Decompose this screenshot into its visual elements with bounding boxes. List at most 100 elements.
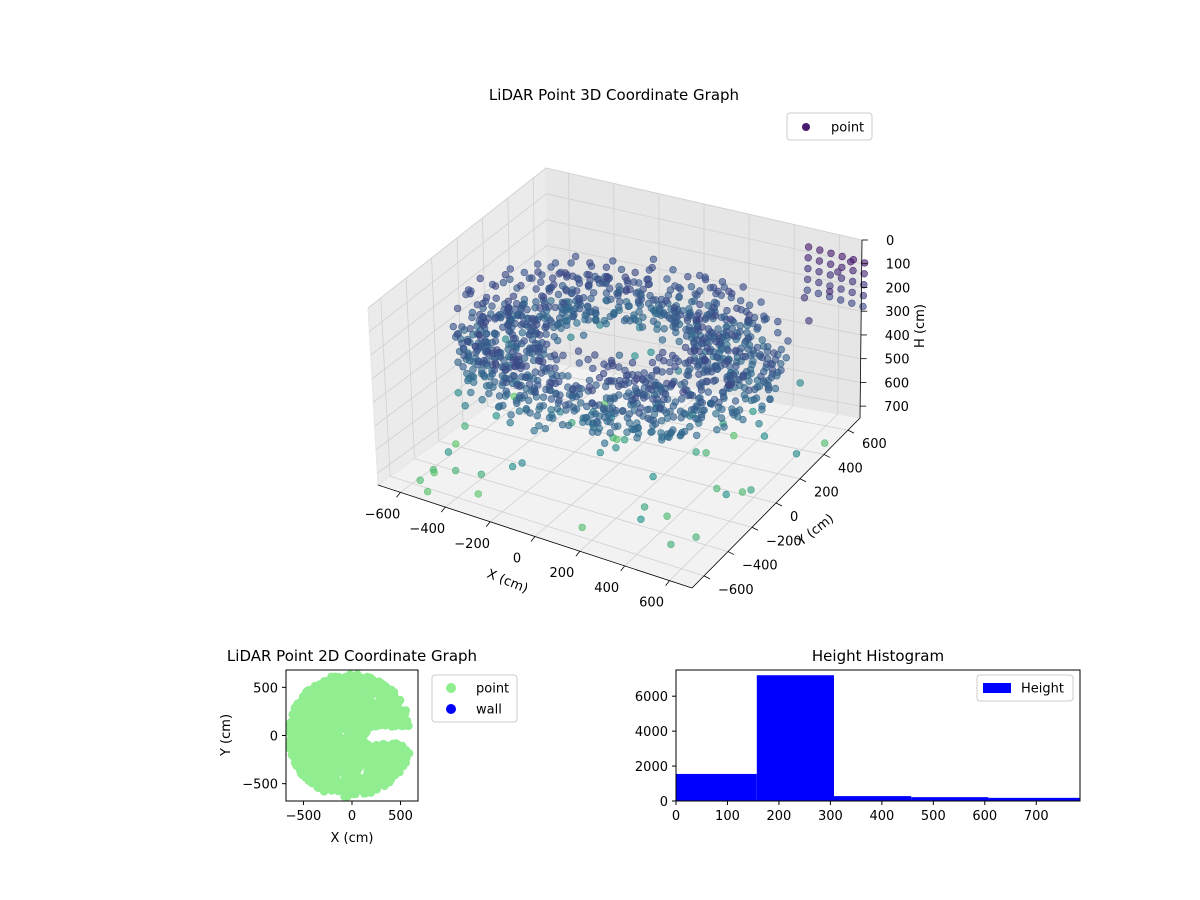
chart-3d-point xyxy=(492,361,500,369)
chart-histogram-legend-label: Height xyxy=(1021,682,1064,697)
chart-2d-point xyxy=(309,778,318,787)
chart-histogram-bar xyxy=(833,796,912,801)
chart-histogram-legend-swatch xyxy=(983,683,1011,693)
chart-2d-point xyxy=(358,759,368,769)
chart-3d-point xyxy=(539,402,547,410)
chart-histogram-y-tick-label: 0 xyxy=(660,795,668,810)
chart-2d-point xyxy=(290,704,300,713)
chart-2d-title: LiDAR Point 2D Coordinate Graph xyxy=(227,647,477,665)
chart-3d-point xyxy=(444,448,453,456)
chart-3d-gridline xyxy=(658,193,660,383)
chart-3d-point xyxy=(706,333,714,341)
chart-3d-point xyxy=(571,252,580,261)
chart-2d-point xyxy=(374,700,383,709)
chart-3d-point xyxy=(499,401,507,410)
chart-3d-point xyxy=(548,274,557,282)
chart-3d-point xyxy=(575,359,583,367)
chart-3d-gridline xyxy=(369,193,862,332)
chart-3d-point xyxy=(595,374,604,382)
chart-3d-point xyxy=(583,302,592,310)
chart-2d-point xyxy=(330,757,340,767)
chart-2d-point xyxy=(350,714,360,723)
chart-3d-point xyxy=(504,303,512,312)
chart-2d-point xyxy=(347,768,357,777)
chart-3d-point xyxy=(714,287,722,295)
chart-3d-point xyxy=(729,371,738,379)
chart-3d-point xyxy=(579,331,588,339)
chart-2d-point xyxy=(356,732,366,741)
chart-3d-point xyxy=(591,351,599,359)
chart-3d-point xyxy=(723,357,732,365)
chart-2d-point xyxy=(382,768,392,778)
chart-3d-point xyxy=(837,274,846,282)
chart-3d-point xyxy=(815,257,824,265)
chart-3d-point xyxy=(521,373,529,381)
chart-2d: LiDAR Point 2D Coordinate Graph −500 0 500… xyxy=(219,647,518,846)
chart-2d-point xyxy=(333,744,343,754)
chart-3d-point xyxy=(624,302,633,311)
chart-3d-point xyxy=(670,304,678,312)
chart-3d-point xyxy=(669,402,678,410)
chart-3d-point xyxy=(669,266,677,274)
chart-3d-point xyxy=(658,336,667,344)
chart-3d-gridline xyxy=(380,297,391,477)
chart-3d-point xyxy=(677,395,686,403)
chart-2d-point xyxy=(345,777,354,786)
chart-3d-y-tick xyxy=(703,575,711,580)
chart-3d-point xyxy=(570,407,578,415)
chart-3d-point xyxy=(502,378,511,386)
chart-3d-point xyxy=(518,361,526,370)
chart-2d-legend-point-label: point xyxy=(476,682,509,697)
chart-3d-point xyxy=(698,323,706,331)
chart-3d-point xyxy=(596,448,604,457)
chart-3d-point xyxy=(720,283,728,291)
chart-2d-point xyxy=(312,710,321,720)
chart-3d-point xyxy=(515,382,524,390)
chart-3d-point xyxy=(757,298,765,306)
chart-3d-point xyxy=(709,303,717,312)
chart-3d-y-tick xyxy=(775,502,783,507)
chart-2d-point xyxy=(286,727,295,736)
chart-3d-point xyxy=(542,330,550,338)
chart-3d-point xyxy=(534,381,542,389)
chart-3d-point xyxy=(584,281,593,290)
chart-3d-point xyxy=(518,459,526,467)
chart-3d-point xyxy=(848,277,857,286)
chart-3d-point xyxy=(488,302,496,310)
chart-3d-z-tick-label: 100 xyxy=(886,258,911,273)
chart-3d-point xyxy=(513,399,521,407)
chart-3d-x-tick xyxy=(485,521,491,528)
chart-histogram-y-tick-label: 4000 xyxy=(635,725,668,740)
chart-3d-point xyxy=(768,366,777,374)
chart-3d-y-tick xyxy=(799,478,807,483)
chart-3d-point xyxy=(782,354,790,362)
chart-3d-point xyxy=(615,351,624,359)
chart-3d-point xyxy=(804,243,813,251)
chart-2d-point xyxy=(362,742,371,752)
chart-2d-point xyxy=(339,724,348,734)
chart-3d-point xyxy=(803,286,811,294)
chart-3d-point xyxy=(589,289,598,297)
chart-3d-point xyxy=(803,275,812,284)
chart-2d-point xyxy=(371,715,380,724)
chart-3d-point xyxy=(718,388,727,396)
chart-3d-point xyxy=(600,413,609,422)
chart-3d-x-tick xyxy=(575,550,581,557)
chart-3d-point xyxy=(739,283,747,291)
chart-2d-point xyxy=(298,770,307,780)
chart-3d-z-tick-label: 500 xyxy=(885,353,910,368)
chart-3d-point xyxy=(553,321,562,329)
chart-3d-point xyxy=(449,322,457,331)
chart-3d-point xyxy=(515,407,524,415)
chart-3d-y-tick-label: 0 xyxy=(790,510,798,525)
chart-3d-point xyxy=(606,429,614,437)
chart-2d-point xyxy=(362,675,372,684)
chart-2d-point xyxy=(363,777,372,786)
chart-3d-point xyxy=(860,281,868,289)
chart-3d-point xyxy=(753,343,762,352)
chart-3d-point xyxy=(750,395,758,404)
chart-3d-point xyxy=(492,330,500,338)
chart-3d-point xyxy=(591,410,600,418)
chart-2d-point xyxy=(374,677,384,686)
chart-2d-point xyxy=(317,745,326,755)
